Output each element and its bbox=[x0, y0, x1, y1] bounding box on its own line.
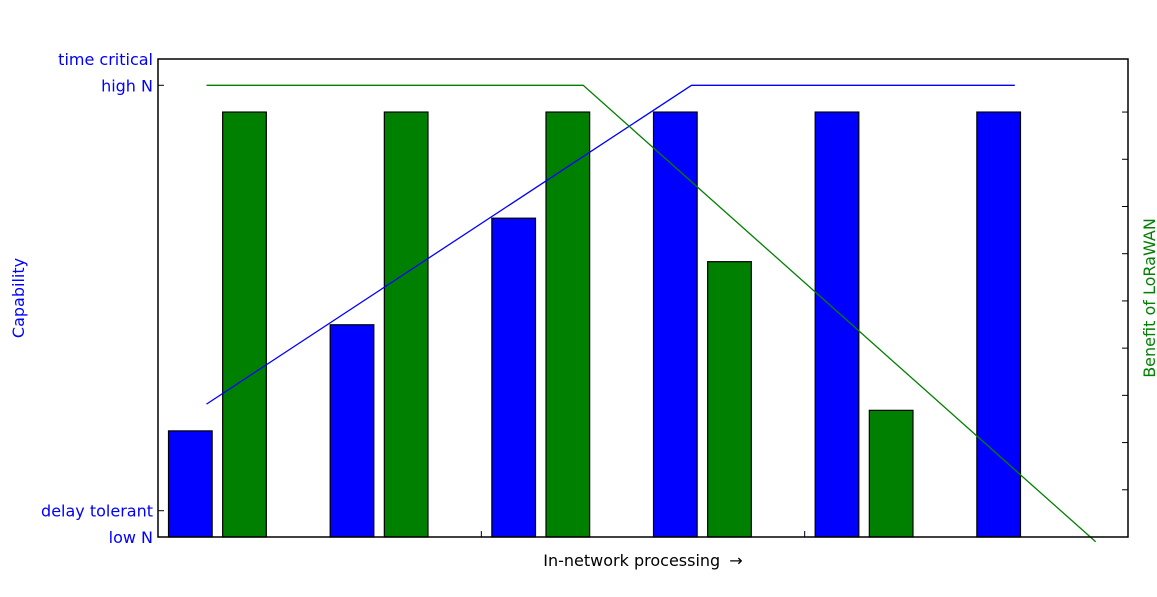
y-tick-label-3: delay tolerant bbox=[41, 502, 153, 521]
y-tick-label-2: high N bbox=[101, 76, 153, 95]
y-axis-label-left: Capability bbox=[9, 258, 28, 338]
bar-series2-5 bbox=[868, 409, 914, 538]
plot-frame bbox=[157, 58, 1129, 538]
bar-series2-4 bbox=[707, 261, 752, 538]
bar-series1-1 bbox=[167, 430, 213, 538]
x-axis-arrow-icon: → bbox=[729, 551, 742, 570]
bar-series1-6 bbox=[976, 111, 1022, 538]
line-series1 bbox=[206, 84, 1015, 405]
y-tick-label-4: low N bbox=[109, 528, 153, 547]
bar-series1-2 bbox=[329, 324, 375, 538]
ticks-layer bbox=[158, 58, 1128, 538]
y-axis-label-right: Benefit of LoRaWAN bbox=[1140, 218, 1157, 378]
bars-layer bbox=[167, 111, 1022, 538]
bar-series2-3 bbox=[545, 111, 591, 538]
bar-series2-1 bbox=[222, 111, 267, 538]
y-tick-label-1: time critical bbox=[58, 50, 153, 69]
line-series2 bbox=[206, 84, 1097, 543]
x-axis-label: In-network processing → bbox=[543, 551, 742, 570]
bar-series1-3 bbox=[491, 217, 537, 538]
labels-layer: time critical high N delay tolerant low N Ca… bbox=[9, 50, 1157, 570]
lines-layer bbox=[206, 84, 1097, 543]
bar-series1-4 bbox=[652, 111, 698, 538]
bar-series2-2 bbox=[383, 111, 429, 538]
